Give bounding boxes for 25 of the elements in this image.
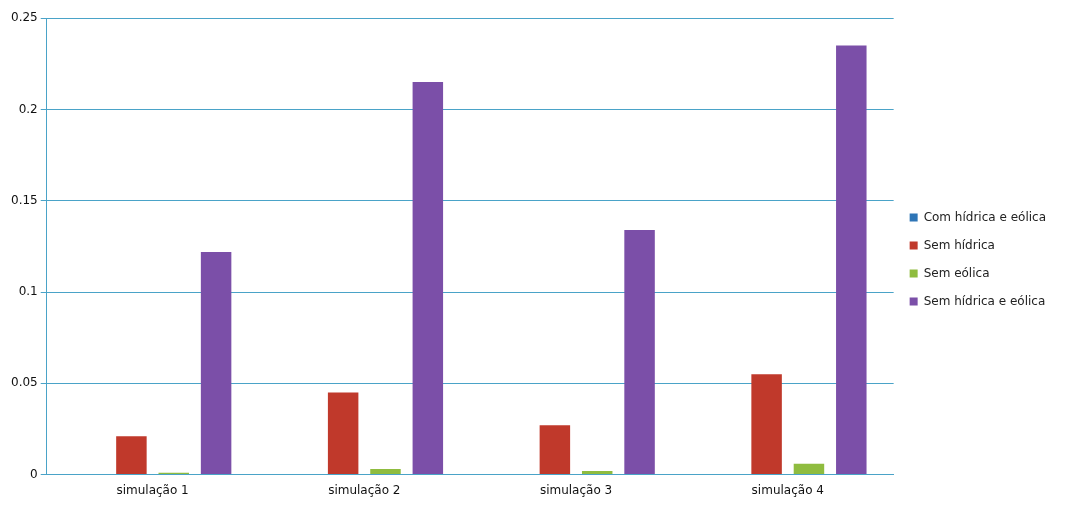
x-tick-label: simulação 1 — [116, 482, 189, 497]
bar — [751, 374, 782, 475]
y-tick-label: 0.1 — [18, 284, 38, 299]
y-tick-label: 0.05 — [11, 375, 38, 390]
bar — [412, 82, 444, 475]
bar — [624, 229, 655, 475]
bar — [539, 425, 571, 475]
x-tick-label: simulação 3 — [539, 482, 613, 497]
x-tick-label: simulação 4 — [751, 482, 824, 497]
legend-label: Com hídrica e eólica — [923, 209, 1046, 224]
y-tick-label: 0 — [30, 466, 38, 481]
bar — [370, 469, 401, 475]
bar — [327, 392, 359, 475]
legend-label: Sem hídrica — [923, 237, 995, 252]
x-tick-label: simulação 2 — [328, 482, 401, 497]
bar — [581, 470, 613, 475]
bar — [200, 251, 232, 475]
bar — [793, 463, 825, 475]
legend-label: Sem hídrica e eólica — [923, 293, 1046, 308]
bar — [116, 436, 147, 475]
legend-label: Sem eólica — [923, 265, 990, 280]
y-tick-label: 0.15 — [11, 192, 38, 207]
y-tick-label: 0.25 — [11, 10, 38, 25]
bar — [836, 45, 867, 475]
y-tick-label: 0.2 — [18, 101, 38, 116]
